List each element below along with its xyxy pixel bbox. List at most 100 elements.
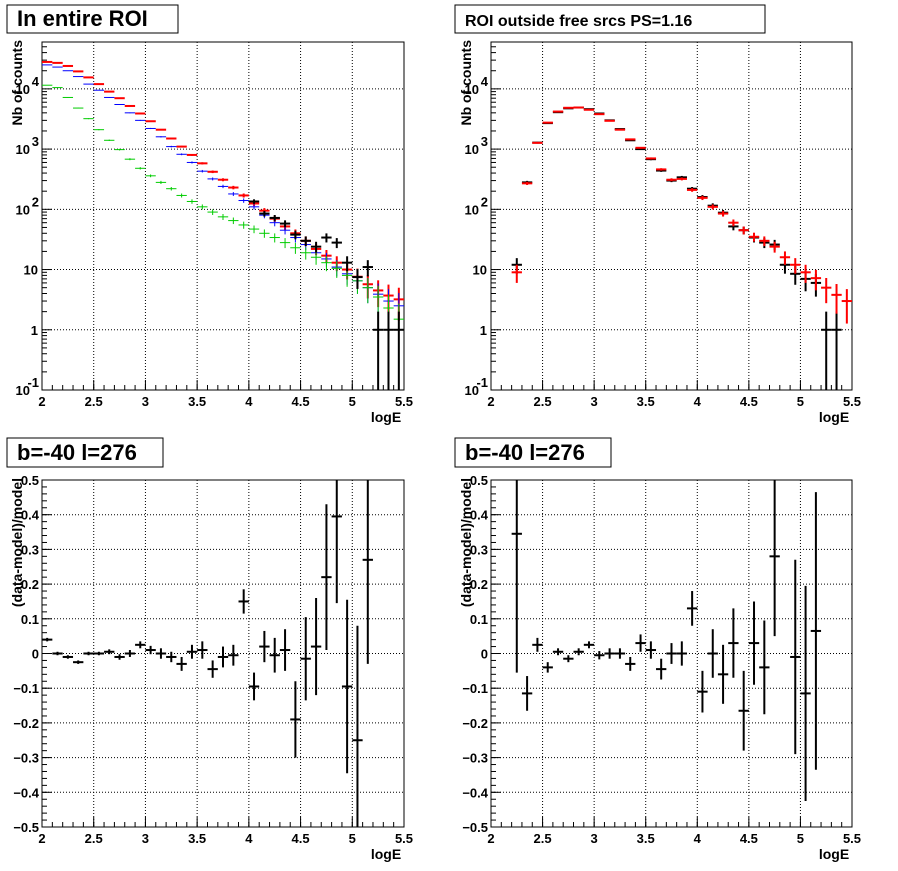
data-point — [717, 210, 729, 217]
series-4 — [248, 199, 404, 390]
x-tick-label: 3 — [142, 394, 149, 409]
data-point — [511, 264, 522, 283]
y-tick-exponent: 4 — [481, 74, 489, 89]
y-tick-label: 0.3 — [470, 542, 488, 557]
x-tick-label: 5.5 — [843, 831, 861, 846]
data-point — [155, 136, 167, 138]
y-tick-label: 1 — [480, 323, 487, 338]
data-point — [331, 261, 342, 278]
data-point — [604, 119, 615, 122]
data-point — [594, 651, 605, 660]
data-point — [800, 264, 811, 283]
data-point — [552, 110, 564, 113]
data-point — [521, 676, 533, 711]
y-tick-label: 10 — [473, 263, 487, 278]
y-tick-label: −0.2 — [462, 716, 488, 731]
data-point — [352, 625, 363, 827]
data-point — [52, 87, 63, 89]
data-point — [228, 217, 239, 225]
data-point — [166, 186, 177, 191]
x-tick-label: 3 — [142, 831, 149, 846]
data-point — [238, 198, 249, 203]
data-point — [573, 106, 584, 109]
data-point — [728, 219, 739, 227]
data-point — [810, 269, 822, 291]
data-point — [176, 153, 187, 156]
data-point — [769, 480, 780, 637]
y-tick-exponent: 4 — [32, 74, 40, 89]
x-tick-label: 2 — [38, 831, 45, 846]
data-point — [248, 225, 260, 234]
data-point — [521, 181, 533, 185]
data-point — [83, 651, 94, 656]
plot-frame — [41, 479, 405, 828]
data-point — [290, 242, 301, 254]
data-point — [341, 599, 353, 774]
data-point — [707, 204, 718, 210]
data-point — [124, 650, 136, 657]
data-point — [186, 199, 198, 204]
data-point — [155, 648, 167, 659]
data-point — [145, 645, 156, 655]
x-tick-label: 5 — [797, 831, 804, 846]
data-point — [362, 278, 373, 304]
x-axis-title: logE — [819, 846, 849, 862]
y-axis-title: (data-model)/model — [9, 478, 25, 607]
data-point — [248, 199, 260, 204]
data-point — [269, 214, 280, 222]
x-tick-label: 3.5 — [637, 831, 655, 846]
x-tick-label: 5 — [349, 831, 356, 846]
x-tick-label: 3.5 — [188, 394, 206, 409]
data-point — [290, 681, 301, 758]
y-tick-exponent: 3 — [32, 134, 39, 149]
data-point — [676, 177, 687, 181]
data-point — [779, 251, 791, 265]
data-point — [279, 220, 291, 228]
data-point — [155, 128, 167, 131]
y-tick-exponent: 2 — [481, 194, 488, 209]
x-axis-title: logE — [819, 409, 849, 425]
y-tick-label: −0.1 — [13, 681, 39, 696]
data-point — [176, 656, 187, 671]
x-tick-label: 4.5 — [292, 831, 310, 846]
data-point — [594, 113, 605, 116]
data-point — [686, 591, 698, 626]
data-point — [542, 662, 553, 673]
y-axis-title: (data-model)/model — [458, 478, 474, 607]
data-point — [321, 256, 332, 272]
data-point — [666, 178, 677, 182]
data-point — [166, 145, 177, 148]
y-tick-label: 0.4 — [21, 508, 40, 523]
series-2 — [42, 64, 404, 332]
data-point — [707, 629, 718, 678]
data-point — [155, 180, 167, 185]
data-point — [686, 188, 698, 192]
chart-panel-3: 2 2.5 3 3.5 4 4.5 5 5.5 −0.5 −0.4 −0.3 −0.2 −0.1 0 0.1… — [6, 437, 413, 862]
data-point — [62, 655, 74, 659]
x-tick-label: 3.5 — [188, 831, 206, 846]
y-axis-title: Nb of counts — [9, 40, 25, 126]
x-tick-label: 5.5 — [843, 394, 861, 409]
data-point — [300, 247, 311, 260]
data-point — [42, 637, 53, 642]
data-point — [207, 170, 218, 174]
y-tick-label: 10 — [465, 383, 479, 398]
data-point — [614, 128, 626, 131]
x-tick-label: 2.5 — [85, 394, 103, 409]
panel-title-box — [6, 4, 179, 34]
data-point — [583, 641, 595, 649]
x-tick-label: 2 — [487, 831, 494, 846]
data-point — [676, 641, 687, 666]
data-point — [269, 233, 280, 243]
data-point — [697, 670, 708, 713]
data-point — [176, 193, 187, 198]
data-point — [248, 672, 260, 701]
data-point — [93, 651, 105, 656]
data-point — [228, 192, 239, 196]
data-point — [717, 644, 729, 704]
x-tick-label: 3 — [591, 831, 598, 846]
x-axis-title: logE — [371, 846, 401, 862]
data-point — [790, 559, 801, 755]
data-point — [104, 90, 115, 93]
